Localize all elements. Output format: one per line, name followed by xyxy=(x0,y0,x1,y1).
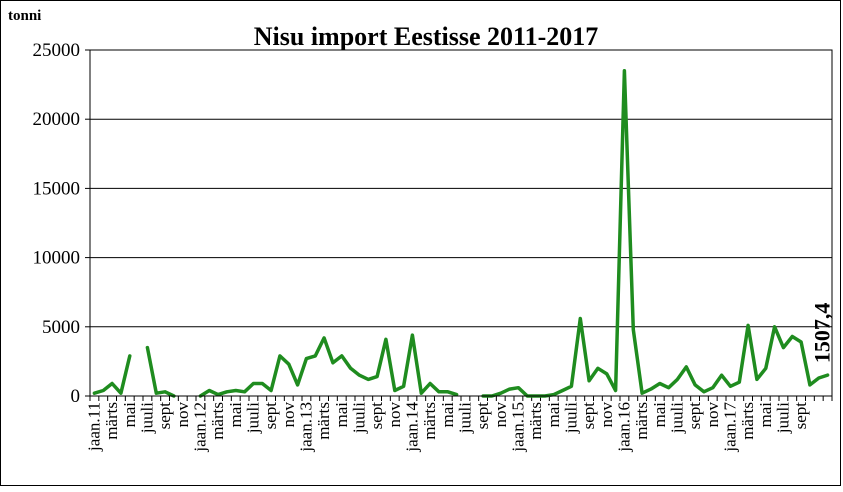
x-tick-label: jaan.16 xyxy=(614,402,633,453)
x-tick-label: märts xyxy=(208,402,227,440)
x-tick-label: nov xyxy=(173,402,192,428)
x-tick-label: mai xyxy=(332,402,351,428)
x-tick-label: nov xyxy=(385,402,404,428)
plot-area-border xyxy=(89,49,833,397)
x-tick-label: mai xyxy=(120,402,139,428)
y-axis-unit-label: tonni xyxy=(8,8,41,24)
x-tick-label: nov xyxy=(279,402,298,428)
x-tick-label: juuli xyxy=(561,402,580,434)
x-tick-label: mai xyxy=(756,402,775,428)
x-tick-label: mai xyxy=(438,402,457,428)
x-tick-label: märts xyxy=(420,402,439,440)
x-tick-label: jaan.14 xyxy=(402,402,421,453)
x-tick-label: jaan.15 xyxy=(508,402,527,453)
y-tick-label: 20000 xyxy=(33,109,81,130)
y-tick-label: 5000 xyxy=(42,317,80,338)
last-value-annotation: 1507,4 xyxy=(810,303,835,364)
x-tick-label: sept xyxy=(579,402,598,430)
x-tick-label: jaan.13 xyxy=(296,402,315,453)
series-line xyxy=(92,69,830,398)
x-tick-label: jaan.17 xyxy=(720,402,739,453)
x-tick-label: mai xyxy=(650,402,669,428)
x-tick-label: juuli xyxy=(243,402,262,434)
x-tick-label: mai xyxy=(544,402,563,428)
x-tick-label: märts xyxy=(526,402,545,440)
x-tick-label: märts xyxy=(632,402,651,440)
x-tick-label: juuli xyxy=(349,402,368,434)
x-tick-label: juuli xyxy=(773,402,792,434)
y-tick-label: 10000 xyxy=(33,248,81,269)
x-tick-label: juuli xyxy=(455,402,474,434)
x-tick-label: sept xyxy=(685,402,704,430)
x-axis-ticks: jaan.11märtsmaijuuliseptnovjaan.12märtsm… xyxy=(84,396,833,453)
y-axis-ticks: 0 5000 10000 15000 20000 25000 xyxy=(33,40,90,407)
x-tick-label: juuli xyxy=(667,402,686,434)
x-tick-label: juuli xyxy=(137,402,156,434)
gridlines xyxy=(90,49,832,328)
x-tick-label: sept xyxy=(367,402,386,430)
x-tick-label: sept xyxy=(261,402,280,430)
axes xyxy=(89,49,833,397)
x-tick-label: jaan.11 xyxy=(84,402,103,452)
chart-title: Nisu import Eestisse 2011-2017 xyxy=(254,22,599,51)
y-tick-label: 15000 xyxy=(33,178,81,199)
x-tick-label: sept xyxy=(155,402,174,430)
x-tick-label: nov xyxy=(703,402,722,428)
y-tick-label: 0 xyxy=(71,386,81,407)
series-group xyxy=(92,69,830,398)
y-tick-label: 25000 xyxy=(33,40,81,61)
x-tick-label: nov xyxy=(597,402,616,428)
x-tick-label: sept xyxy=(791,402,810,430)
x-tick-label: nov xyxy=(491,402,510,428)
x-tick-label: märts xyxy=(738,402,757,440)
x-tick-label: mai xyxy=(226,402,245,428)
x-tick-label: jaan.12 xyxy=(190,402,209,453)
x-tick-label: sept xyxy=(473,402,492,430)
x-tick-label: märts xyxy=(102,402,121,440)
x-tick-label: märts xyxy=(314,402,333,440)
